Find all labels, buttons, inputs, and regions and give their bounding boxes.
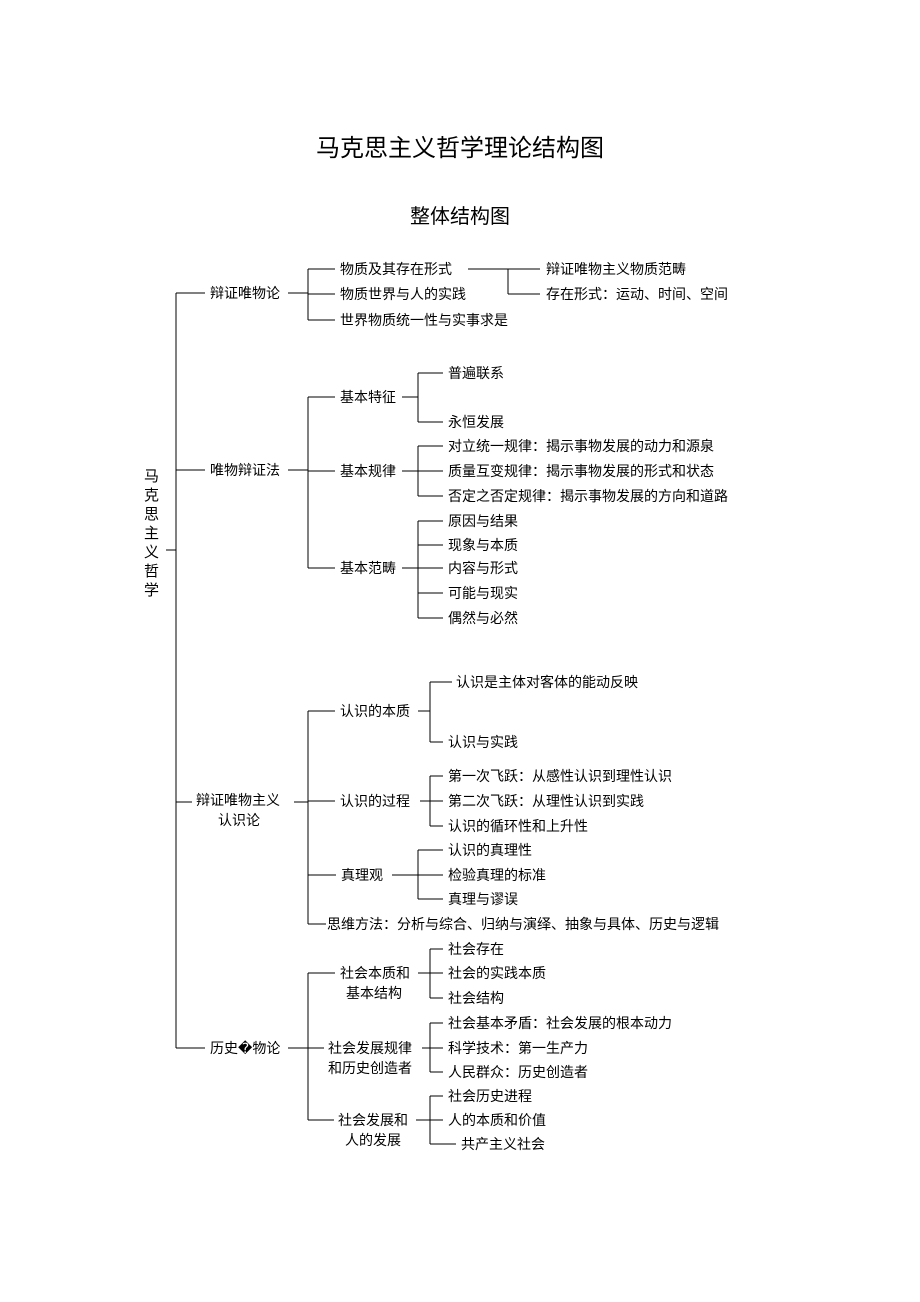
page: 马克思主义哲学理论结构图 整体结构图 马克思主义哲学 辩证唯物论 唯物辩证法 辩… <box>0 0 920 1302</box>
connectors-svg <box>0 0 920 1302</box>
